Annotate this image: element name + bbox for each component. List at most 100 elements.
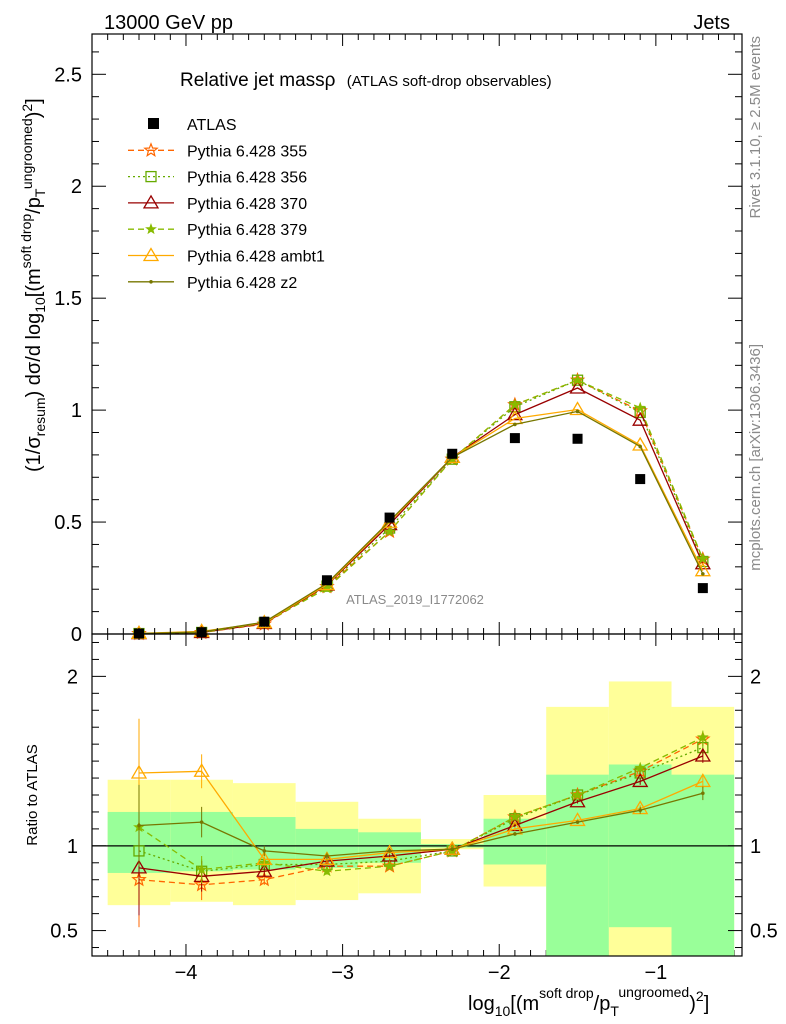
atlas-data-point: [509, 433, 520, 444]
header-left-label: 13000 GeV pp: [104, 12, 233, 34]
ratio-y-tick-label-right: 0.5: [750, 921, 778, 943]
atlas-data-point: [697, 583, 708, 594]
ratio-point-series-2: [130, 859, 148, 874]
ratio-point-series-2: [694, 747, 711, 762]
ratio-band-green: [671, 774, 735, 956]
y-axis-label: (1/σresum) dσ/d log10[(msoft drop/pTungr…: [18, 98, 48, 472]
x-tick-label: −1: [644, 962, 667, 984]
legend-marker-series-0: [143, 142, 159, 157]
ratio-line-series-1: [138, 746, 704, 872]
main-point-series-3: [509, 398, 521, 410]
main-point-series-5: [575, 409, 580, 414]
main-point-series-5: [513, 422, 517, 427]
x-tick-label: −4: [175, 962, 198, 984]
ratio-y-tick-label: 0.5: [50, 921, 78, 943]
legend-marker-series-4: [142, 247, 160, 262]
ratio-point-series-5: [262, 849, 267, 853]
main-point-series-2: [569, 379, 586, 394]
x-axis-label: log10[(msoft drop/pTungroomed)2]: [468, 984, 709, 1019]
ratio-point-series-2: [256, 862, 273, 877]
ratio-point-series-3: [195, 863, 208, 875]
ratio-point-series-0: [256, 871, 273, 887]
ratio-y-tick-label-right: 1: [750, 836, 761, 858]
y-tick-label: 0: [71, 624, 82, 646]
main-point-series-5: [701, 572, 705, 576]
ratio-point-series-5: [701, 791, 705, 796]
ratio-point-series-3: [509, 810, 521, 823]
chart-title: Relative jet massρ (ATLAS soft-drop obse…: [180, 70, 552, 91]
ratio-point-series-3: [383, 860, 396, 872]
y-tick-label: 1.5: [54, 288, 82, 310]
ratio-point-series-2: [632, 773, 649, 788]
x-tick-label: −2: [488, 962, 511, 984]
legend-label-series-1: Pythia 6.428 356: [187, 170, 307, 187]
x-tick-label: −3: [331, 962, 354, 984]
ratio-point-series-5: [325, 854, 329, 858]
ratio-point-series-4: [318, 851, 336, 866]
main-point-series-5: [638, 444, 642, 449]
y-tick-label: 2: [71, 176, 82, 198]
ratio-point-series-3: [321, 865, 333, 877]
mcplots-label: mcplots.cern.ch [arXiv:1306.3436]: [747, 344, 764, 571]
main-point-series-2: [632, 411, 649, 426]
ratio-y-tick-label: 2: [67, 666, 78, 688]
ratio-point-series-5: [575, 820, 580, 824]
ratio-line-series-3: [138, 736, 704, 872]
ratio-line-series-2: [138, 755, 704, 877]
ratio-point-series-5: [450, 847, 455, 852]
main-line-series-5: [138, 410, 704, 635]
main-point-series-2: [506, 406, 524, 421]
ratio-point-series-4: [193, 762, 210, 777]
ratio-point-series-5: [513, 832, 517, 836]
ratio-point-series-5: [137, 823, 141, 828]
legend-label-series-5: Pythia 6.428 z2: [187, 275, 297, 292]
ratio-y-tick-label: 1: [67, 836, 78, 858]
watermark: ATLAS_2019_I1772062: [346, 592, 484, 607]
y-tick-label: 1: [71, 400, 82, 422]
main-point-series-3: [383, 525, 396, 537]
legend-marker-series-5: [149, 280, 153, 284]
legend-label-series-0: Pythia 6.428 355: [187, 143, 307, 160]
ratio-point-series-5: [638, 808, 642, 813]
header-right-label: Jets: [693, 12, 730, 34]
main-line-series-1: [138, 379, 704, 635]
ratio-point-series-5: [199, 820, 204, 824]
ratio-point-series-4: [130, 764, 148, 779]
legend: ATLAS Pythia 6.428 355 Pythia 6.428 356 Pyt…: [128, 117, 325, 292]
main-point-series-3: [634, 401, 646, 413]
chart-title-main: Relative jet mass: [180, 70, 325, 91]
atlas-data-point: [635, 474, 646, 485]
ratio-y-axis-label: Ratio to ATLAS: [24, 744, 41, 845]
atlas-data-point: [384, 512, 395, 523]
atlas-data-point: [572, 433, 583, 444]
rivet-label: Rivet 3.1.10, ≥ 2.5M events: [747, 36, 764, 219]
ratio-y-tick-label-right: 2: [750, 666, 761, 688]
chart-subtitle: (ATLAS soft-drop observables): [347, 73, 552, 90]
ratio-line-series-4: [138, 770, 704, 861]
main-point-series-3: [697, 552, 709, 564]
legend-marker-atlas: [148, 118, 159, 129]
y-tick-label: 0.5: [54, 512, 82, 534]
ratio-line-series-0: [138, 738, 704, 886]
ratio-point-series-3: [634, 761, 646, 773]
chart-title-symbol: ρ: [325, 70, 336, 91]
ratio-point-series-2: [569, 793, 586, 808]
legend-label-series-4: Pythia 6.428 ambt1: [187, 249, 325, 266]
legend-label-atlas: ATLAS: [187, 117, 237, 134]
main-point-series-4: [569, 401, 586, 416]
legend-marker-series-3: [145, 223, 157, 235]
main-point-series-3: [571, 374, 584, 386]
ratio-point-series-3: [697, 731, 709, 743]
ratio-point-series-4: [569, 812, 586, 827]
legend-label-series-3: Pythia 6.428 379: [187, 222, 307, 239]
ratio-point-series-3: [571, 788, 584, 800]
atlas-data-point: [321, 575, 332, 586]
ratio-point-series-5: [387, 849, 392, 853]
atlas-data-point: [447, 448, 458, 459]
legend-marker-series-2: [142, 194, 160, 209]
ratio-band-green: [546, 774, 609, 956]
ratio-panel: −4 −3 −2 −1 0.5 0.5 1 1 2 2: [50, 633, 778, 984]
ratio-point-series-4: [256, 851, 273, 866]
y-tick-label: 2.5: [54, 64, 82, 86]
atlas-data-point: [259, 616, 270, 627]
